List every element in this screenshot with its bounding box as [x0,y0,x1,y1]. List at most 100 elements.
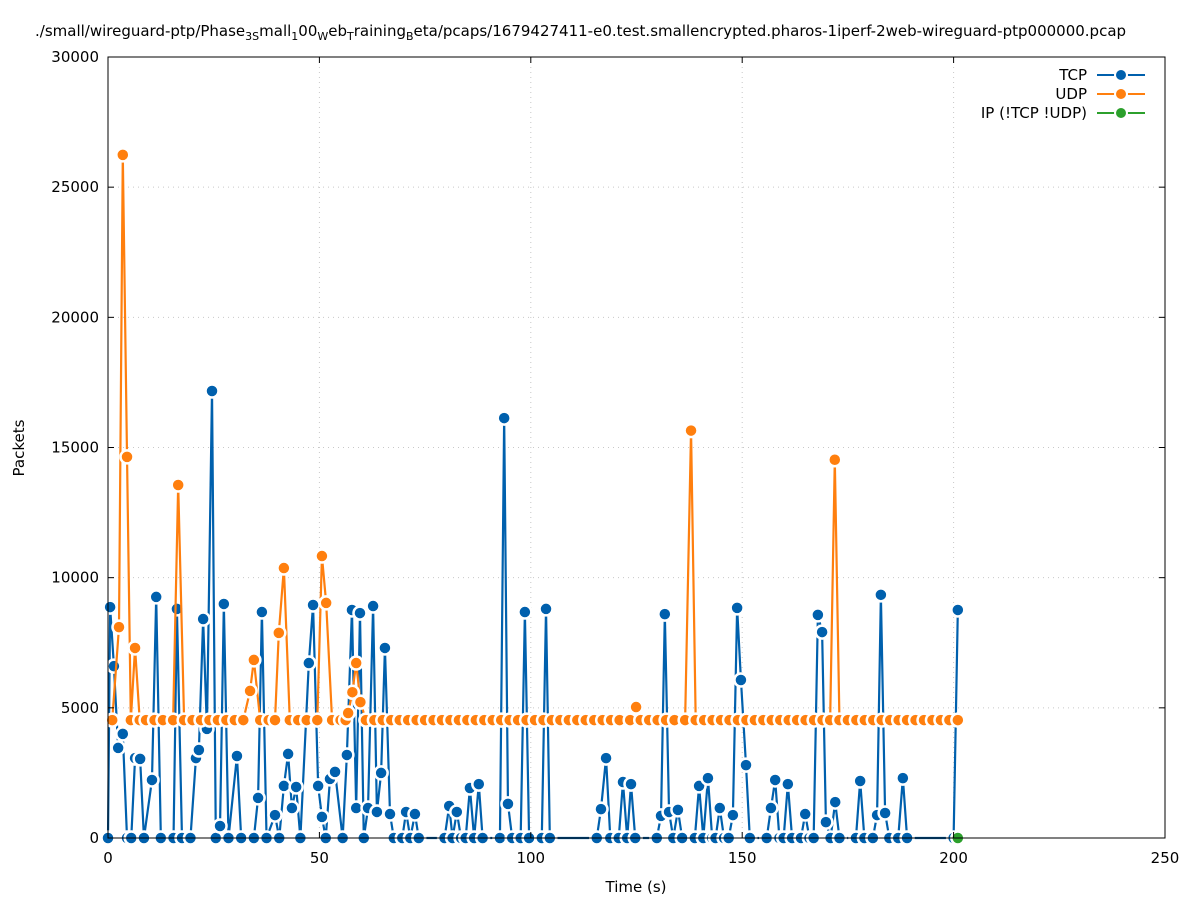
data-point [212,818,228,834]
data-point [250,790,266,806]
legend-label: UDP [1055,85,1087,103]
data-point [365,598,381,614]
data-point [827,794,843,810]
data-point [309,712,326,728]
data-point [733,672,749,688]
legend-marker [1114,87,1128,101]
title-segment: eb [328,22,347,40]
data-point [810,607,826,623]
data-point [280,746,296,762]
data-point [373,765,389,781]
data-point [797,806,813,822]
series-udp [104,147,966,728]
data-point [814,624,830,640]
data-point [950,712,966,728]
data-point [111,619,127,635]
data-point [950,602,966,618]
y-tick-label: 20000 [51,308,99,326]
x-tick-label: 250 [1151,849,1180,867]
data-point [216,596,232,612]
y-axis-label: Packets [10,419,28,476]
title-segment: raining [354,22,406,40]
data-point [712,800,728,816]
data-point [352,694,369,710]
y-tick-label: 10000 [51,569,99,587]
data-point [242,683,258,699]
legend-label: IP (!TCP !UDP) [981,104,1087,122]
data-point [170,477,186,493]
data-point [382,806,398,822]
data-point [276,560,292,576]
x-tick-label: 50 [310,849,329,867]
title-segment: ./small/wireguard-ptp/Phase [35,22,245,40]
data-point [144,772,160,788]
data-point [852,773,868,789]
data-point [310,778,326,794]
y-tick-label: 0 [89,829,99,847]
data-point [873,587,889,603]
data-point [352,605,368,621]
data-point [877,805,893,821]
title-segment: 00 [298,22,317,40]
x-tick-label: 0 [103,849,113,867]
series-line [106,389,959,840]
data-point [500,796,516,812]
legend-marker [1114,68,1128,82]
data-point [102,599,118,615]
data-point [301,655,317,671]
data-point [670,802,686,818]
data-point [314,809,330,825]
data-point [767,772,783,788]
title-segment: mall [259,22,291,40]
data-point [318,595,334,611]
data-point [449,804,465,820]
data-point [818,814,834,830]
data-point [246,652,262,668]
data-point [827,451,843,468]
data-point [267,712,283,728]
data-point [288,779,304,795]
data-point [191,742,207,758]
data-point [327,764,343,780]
data-point [700,770,716,786]
data-point [895,770,911,786]
data-point [267,807,283,823]
data-point [115,726,131,742]
chart-title: ./small/wireguard-ptp/Phase3Small100WebT… [35,22,1126,43]
data-point [683,422,699,439]
x-tick-label: 200 [939,849,968,867]
series-line [111,153,958,722]
x-tick-label: 150 [728,849,757,867]
legend-marker [1114,106,1128,120]
data-point [344,684,361,700]
data-point [377,640,393,656]
grid [108,57,1165,838]
y-tick-label: 30000 [51,48,99,66]
data-point [119,449,135,465]
data-point [104,712,120,728]
data-point [471,776,487,792]
data-point [729,600,745,616]
title-subscript: 1 [291,30,298,43]
data-point [517,604,533,620]
axis-ticks: 0 5000 10000 15000 20000 25000 30000 0 50 100 150 2… [51,48,1179,867]
data-point [593,801,609,817]
data-point [369,804,385,820]
data-point [229,748,245,764]
data-point [348,655,364,671]
title-subscript: W [317,30,328,43]
data-point [254,604,270,620]
data-point [204,383,220,399]
x-axis-label: Time (s) [605,878,667,896]
data-point [284,800,300,816]
title-subscript: T [346,30,354,43]
data-point [628,699,644,715]
y-tick-label: 5000 [61,699,99,717]
data-point [115,147,131,163]
data-point [780,776,796,792]
data-point [271,625,287,641]
title-segment: eta/pcaps/1679427411-e0.test.smallencryp… [414,22,1127,40]
data-point [314,548,330,564]
